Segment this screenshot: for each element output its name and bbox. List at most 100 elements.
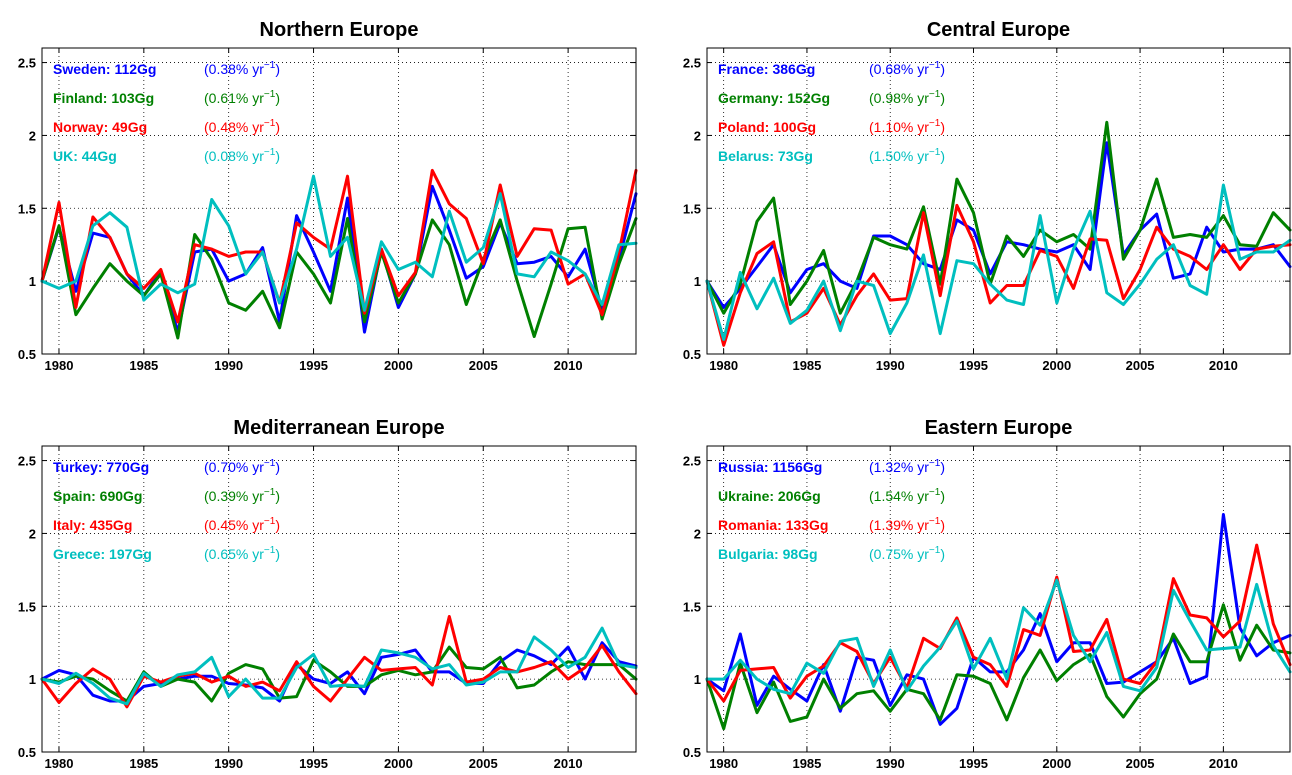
- annotation-rate-close: ): [275, 459, 280, 475]
- series-line-2: [705, 603, 1292, 731]
- annotation-rate: (1.10% yr−1): [869, 118, 945, 135]
- annotation-rate-exponent: −1: [929, 147, 941, 158]
- y-tick-label: 2: [29, 526, 36, 541]
- y-tick-label: 2: [694, 128, 701, 143]
- x-tick-label: 1985: [129, 756, 158, 771]
- annotation-rate-close: ): [940, 119, 945, 135]
- x-tick-label: 1995: [299, 358, 328, 373]
- annotation-rate-close: ): [275, 61, 280, 77]
- annotation-rate-value: (0.39% yr: [204, 488, 264, 504]
- annotation-rate: (0.61% yr−1): [204, 89, 280, 106]
- x-tick-label: 2000: [1042, 358, 1071, 373]
- x-tick-label: 1995: [959, 756, 988, 771]
- x-tick-label: 1990: [876, 756, 905, 771]
- annotation-rate-value: (0.75% yr: [869, 546, 929, 562]
- x-tick-label: 1985: [792, 358, 821, 373]
- y-tick-label: 1.5: [18, 599, 36, 614]
- annotation-rate: (0.39% yr−1): [204, 487, 280, 504]
- x-tick-label: 1995: [959, 358, 988, 373]
- annotation-rate-exponent: −1: [929, 458, 941, 469]
- y-tick-label: 1: [694, 672, 701, 687]
- x-tick-label: 1980: [45, 358, 74, 373]
- annotation-rate-value: (1.10% yr: [869, 119, 929, 135]
- series-line-3: [705, 203, 1292, 347]
- x-tick-label: 2005: [469, 358, 498, 373]
- annotation-rate-close: ): [940, 517, 945, 533]
- annotation-rate-exponent: −1: [929, 89, 941, 100]
- annotation-label: Germany: 152Gg: [718, 90, 830, 106]
- x-tick-label: 1980: [709, 756, 738, 771]
- annotation-rate-close: ): [275, 488, 280, 504]
- annotation-rate-close: ): [940, 546, 945, 562]
- x-tick-label: 1990: [214, 756, 243, 771]
- annotation-rate-exponent: −1: [264, 60, 276, 71]
- series-line-2: [705, 120, 1292, 315]
- annotation-rate-exponent: −1: [264, 545, 276, 556]
- y-tick-label: 1: [29, 672, 36, 687]
- annotation-rate-close: ): [275, 546, 280, 562]
- annotation-rate-close: ): [275, 90, 280, 106]
- x-tick-label: 1985: [129, 358, 158, 373]
- annotation-rate-close: ): [940, 61, 945, 77]
- y-tick-label: 2.5: [18, 56, 36, 71]
- annotation-rate-value: (0.61% yr: [204, 90, 264, 106]
- y-tick-label: 1: [694, 274, 701, 289]
- x-tick-label: 2010: [1209, 358, 1238, 373]
- annotation-rate-close: ): [940, 488, 945, 504]
- x-tick-label: 2010: [554, 756, 583, 771]
- annotation-rate-exponent: −1: [929, 487, 941, 498]
- annotation-label: Greece: 197Gg: [53, 546, 152, 562]
- annotation-rate-close: ): [940, 148, 945, 164]
- series-line-1: [705, 513, 1292, 726]
- panel-northern: Northern Europe 1980 1985 1990 1995 2000 2005 2…: [18, 19, 638, 373]
- series-line-3: [705, 543, 1292, 703]
- annotation-label: Turkey: 770Gg: [53, 459, 149, 475]
- annotation-rate-value: (0.48% yr: [204, 119, 264, 135]
- x-tick-label: 2005: [1126, 756, 1155, 771]
- annotation-label: Ukraine: 206Gg: [718, 488, 821, 504]
- annotation-label: Bulgaria: 98Gg: [718, 546, 818, 562]
- y-tick-label: 1.5: [683, 201, 701, 216]
- series-line-4: [705, 183, 1292, 341]
- y-tick-label: 0.5: [683, 745, 701, 760]
- annotation-label: Norway: 49Gg: [53, 119, 147, 135]
- series-line-4: [40, 626, 638, 706]
- annotation-rate-exponent: −1: [264, 516, 276, 527]
- x-tick-label: 2005: [1126, 358, 1155, 373]
- annotation-rate-exponent: −1: [929, 118, 941, 129]
- annotation-rate: (1.50% yr−1): [869, 147, 945, 164]
- annotation-rate-value: (0.08% yr: [204, 148, 264, 164]
- annotation-rate: (0.45% yr−1): [204, 516, 280, 533]
- annotation-label: Romania: 133Gg: [718, 517, 828, 533]
- annotation-label: Italy: 435Gg: [53, 517, 132, 533]
- y-tick-label: 0.5: [18, 347, 36, 362]
- annotation-rate: (0.08% yr−1): [204, 147, 280, 164]
- y-tick-label: 2: [29, 128, 36, 143]
- y-tick-label: 1.5: [18, 201, 36, 216]
- y-tick-label: 1.5: [683, 599, 701, 614]
- annotation-rate-exponent: −1: [264, 118, 276, 129]
- annotation-rate: (0.65% yr−1): [204, 545, 280, 562]
- y-tick-label: 2.5: [683, 454, 701, 469]
- annotation-rate: (0.38% yr−1): [204, 60, 280, 77]
- plot-frame: [41, 47, 637, 355]
- y-tick-label: 1: [29, 274, 36, 289]
- annotation-rate-value: (0.45% yr: [204, 517, 264, 533]
- annotation-rate-exponent: −1: [929, 60, 941, 71]
- x-tick-label: 1985: [792, 756, 821, 771]
- x-tick-label: 1990: [214, 358, 243, 373]
- annotation-rate: (0.68% yr−1): [869, 60, 945, 77]
- x-tick-label: 2000: [1042, 756, 1071, 771]
- annotation-rate: (0.70% yr−1): [204, 458, 280, 475]
- y-tick-label: 0.5: [683, 347, 701, 362]
- panel-mediterranean: Mediterranean Europe 1980 1985 1990 1995 2000…: [18, 417, 638, 771]
- panel-title: Mediterranean Europe: [233, 417, 444, 439]
- annotation-rate: (1.32% yr−1): [869, 458, 945, 475]
- annotation-rate-close: ): [275, 517, 280, 533]
- x-tick-label: 1980: [45, 756, 74, 771]
- y-tick-label: 2: [694, 526, 701, 541]
- annotation-label: Finland: 103Gg: [53, 90, 154, 106]
- annotation-rate-value: (1.54% yr: [869, 488, 929, 504]
